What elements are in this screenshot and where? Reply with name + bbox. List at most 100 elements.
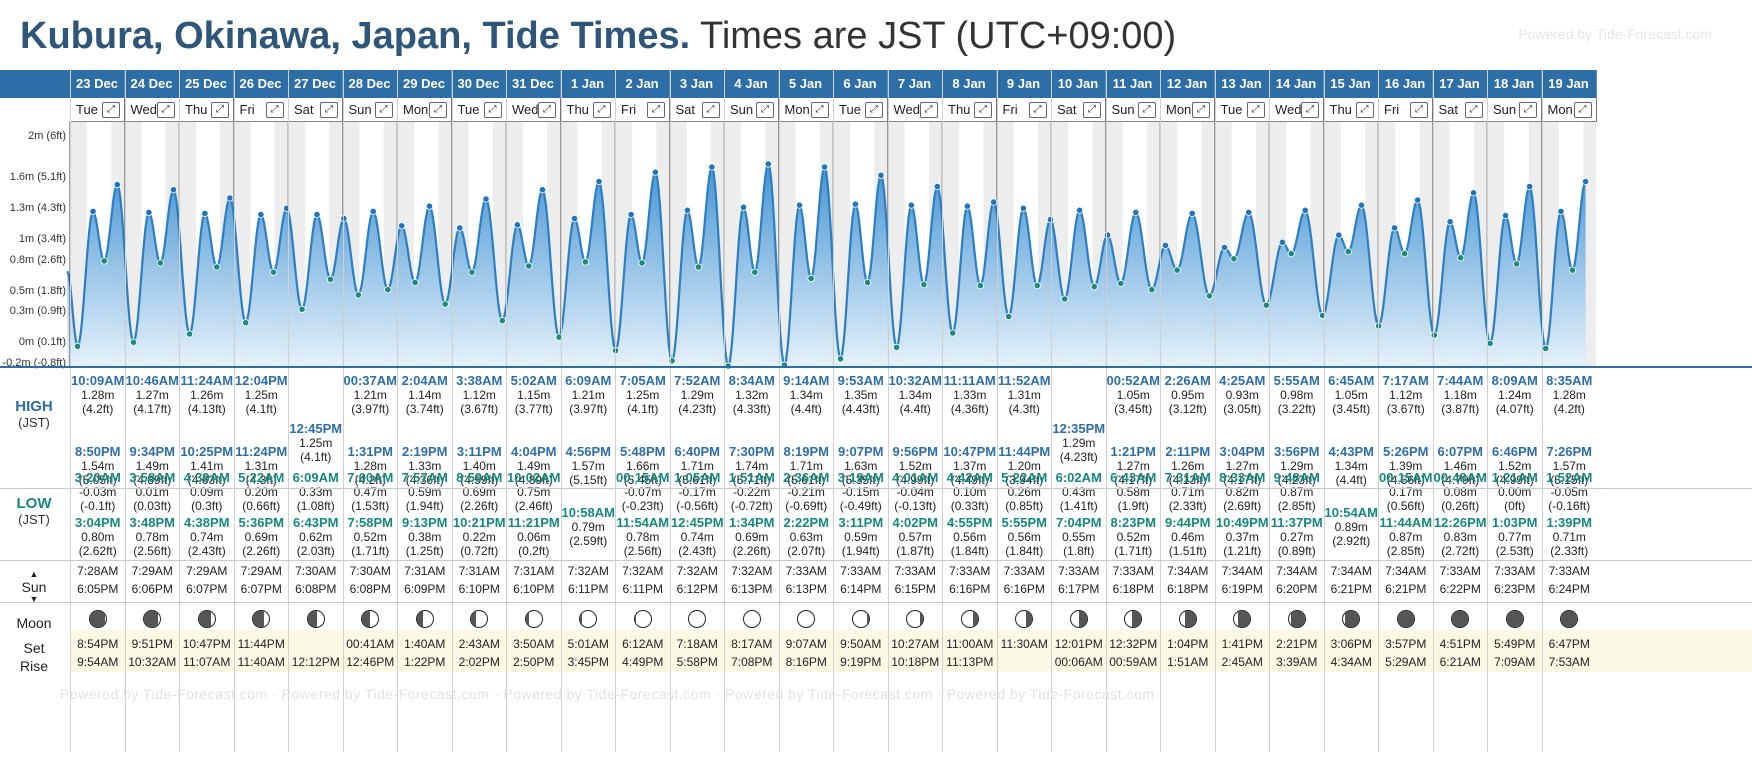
high-tide-point[interactable]: [456, 224, 464, 232]
low-tide-point[interactable]: [1457, 254, 1465, 262]
low-tide-point[interactable]: [694, 263, 703, 271]
day-of-week-header[interactable]: Mon ⤢: [397, 98, 452, 122]
low-tide-point[interactable]: [1486, 339, 1494, 347]
low-tide-point[interactable]: [807, 274, 815, 282]
high-tide-point[interactable]: [1557, 207, 1565, 216]
high-tide-point[interactable]: [1501, 211, 1510, 220]
day-of-week-header[interactable]: Fri ⤢: [615, 98, 670, 122]
high-tide-point[interactable]: [145, 208, 153, 217]
low-tide-point[interactable]: [1061, 295, 1069, 303]
low-tide-point[interactable]: [920, 281, 928, 289]
high-tide-point[interactable]: [651, 168, 660, 176]
low-tide-point[interactable]: [100, 257, 108, 265]
low-tide-point[interactable]: [1344, 248, 1352, 256]
low-tide-point[interactable]: [384, 286, 392, 294]
high-tide-point[interactable]: [1390, 224, 1399, 232]
high-tide-point[interactable]: [1278, 238, 1287, 246]
expand-day-icon[interactable]: ⤢: [1083, 102, 1101, 118]
high-tide-point[interactable]: [1301, 206, 1309, 214]
high-tide-point[interactable]: [820, 163, 829, 171]
high-tide-point[interactable]: [795, 201, 804, 209]
high-tide-point[interactable]: [907, 201, 916, 209]
high-tide-point[interactable]: [169, 186, 178, 194]
expand-day-icon[interactable]: ⤢: [1192, 102, 1210, 118]
high-tide-point[interactable]: [425, 202, 434, 210]
expand-day-icon[interactable]: ⤢: [1464, 102, 1483, 118]
day-of-week-header[interactable]: Thu ⤢: [179, 98, 234, 122]
high-tide-point[interactable]: [1526, 182, 1534, 191]
low-tide-point[interactable]: [411, 278, 419, 287]
high-tide-point[interactable]: [1357, 201, 1366, 209]
day-of-week-header[interactable]: Tue ⤢: [1214, 98, 1270, 122]
day-of-week-header[interactable]: Fri ⤢: [1378, 98, 1433, 122]
low-tide-point[interactable]: [976, 282, 985, 290]
low-tide-point[interactable]: [156, 259, 164, 267]
high-tide-point[interactable]: [933, 182, 941, 191]
high-tide-point[interactable]: [113, 180, 121, 189]
low-tide-point[interactable]: [213, 263, 221, 271]
expand-day-icon[interactable]: ⤢: [429, 102, 447, 118]
high-tide-point[interactable]: [1414, 196, 1422, 204]
low-tide-point[interactable]: [326, 275, 335, 283]
low-tide-point[interactable]: [441, 300, 449, 308]
high-tide-point[interactable]: [340, 215, 348, 223]
day-of-week-header[interactable]: Sun ⤢: [1105, 98, 1161, 122]
expand-day-icon[interactable]: ⤢: [1410, 102, 1428, 118]
high-tide-point[interactable]: [851, 200, 860, 208]
low-tide-point[interactable]: [1230, 255, 1238, 263]
high-tide-point[interactable]: [1335, 231, 1343, 239]
expand-day-icon[interactable]: ⤢: [1573, 102, 1592, 118]
day-of-week-header[interactable]: Thu ⤢: [560, 98, 616, 122]
high-tide-point[interactable]: [226, 194, 234, 202]
high-tide-point[interactable]: [708, 163, 716, 171]
high-tide-point[interactable]: [538, 186, 547, 194]
high-tide-point[interactable]: [1245, 208, 1253, 217]
expand-day-icon[interactable]: ⤢: [810, 102, 829, 118]
day-of-week-header[interactable]: Sun ⤢: [724, 98, 779, 122]
high-tide-point[interactable]: [1470, 189, 1478, 197]
expand-day-icon[interactable]: ⤢: [701, 102, 720, 118]
high-tide-point[interactable]: [201, 209, 209, 218]
low-tide-point[interactable]: [186, 330, 194, 338]
day-of-week-header[interactable]: Sat ⤢: [1051, 98, 1106, 122]
low-tide-point[interactable]: [129, 338, 138, 346]
high-tide-point[interactable]: [627, 210, 635, 219]
low-tide-point[interactable]: [836, 355, 845, 363]
low-tide-point[interactable]: [1287, 250, 1295, 258]
high-tide-point[interactable]: [1446, 218, 1454, 226]
high-tide-point[interactable]: [89, 207, 97, 216]
low-tide-point[interactable]: [468, 268, 476, 276]
expand-day-icon[interactable]: ⤢: [865, 102, 883, 118]
expand-day-icon[interactable]: ⤢: [265, 102, 284, 118]
day-of-week-header[interactable]: Fri ⤢: [996, 98, 1052, 122]
low-tide-point[interactable]: [949, 329, 957, 337]
day-of-week-header[interactable]: Thu ⤢: [942, 98, 997, 122]
expand-day-icon[interactable]: ⤢: [1246, 102, 1265, 118]
day-of-week-header[interactable]: Tue ⤢: [451, 98, 507, 122]
low-tide-point[interactable]: [1005, 312, 1013, 321]
expand-day-icon[interactable]: ⤢: [1355, 102, 1374, 118]
high-tide-point[interactable]: [1076, 206, 1084, 214]
expand-day-icon[interactable]: ⤢: [1519, 102, 1537, 118]
high-tide-point[interactable]: [963, 202, 972, 210]
expand-day-icon[interactable]: ⤢: [974, 102, 992, 118]
low-tide-point[interactable]: [242, 319, 250, 327]
day-of-week-header[interactable]: Tue ⤢: [70, 98, 125, 122]
expand-day-icon[interactable]: ⤢: [1301, 102, 1319, 118]
low-tide-point[interactable]: [892, 343, 901, 351]
day-of-week-header[interactable]: Wed ⤢: [1269, 98, 1324, 122]
high-tide-point[interactable]: [257, 210, 265, 219]
day-of-week-header[interactable]: Wed ⤢: [506, 98, 561, 122]
expand-day-icon[interactable]: ⤢: [156, 102, 175, 118]
expand-day-icon[interactable]: ⤢: [1028, 102, 1047, 118]
day-of-week-header[interactable]: Mon ⤢: [778, 98, 834, 122]
expand-day-icon[interactable]: ⤢: [538, 102, 556, 118]
low-tide-point[interactable]: [269, 268, 278, 276]
high-tide-point[interactable]: [313, 210, 321, 219]
high-tide-point[interactable]: [369, 207, 377, 216]
low-tide-point[interactable]: [298, 305, 306, 313]
high-tide-point[interactable]: [482, 195, 490, 203]
low-tide-point[interactable]: [354, 291, 362, 299]
high-tide-point[interactable]: [877, 171, 885, 179]
high-tide-point[interactable]: [398, 222, 406, 230]
